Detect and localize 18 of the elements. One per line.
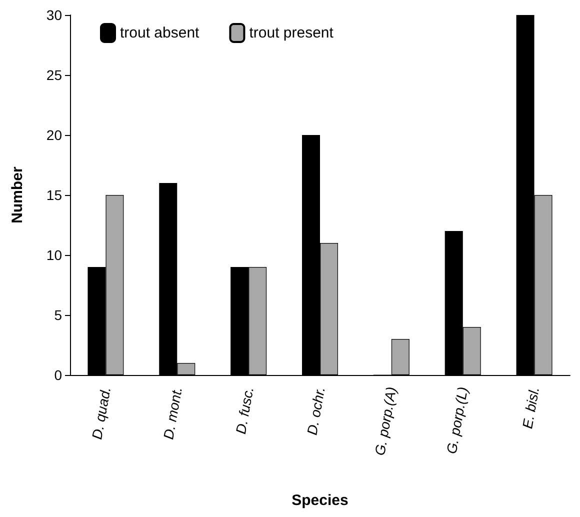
x-axis-title: Species [292, 492, 348, 509]
x-tick-label: G. porp.(L) [443, 386, 471, 456]
x-tick-label: G. porp.(A) [372, 386, 400, 457]
y-tick-label: 10 [46, 247, 62, 263]
x-tick-label: E. bisl. [519, 386, 542, 430]
y-tick-label: 15 [46, 187, 62, 203]
legend-label: trout present [249, 24, 334, 42]
y-tick-label: 30 [46, 7, 62, 23]
legend-label: trout absent [120, 24, 200, 42]
x-tick-label: D. ochr. [304, 386, 328, 436]
y-tick-label: 5 [54, 307, 62, 323]
x-tick-label: D. quad. [88, 386, 114, 441]
x-tick-label: D. fusc. [232, 386, 256, 436]
y-axis-title: Number [9, 166, 26, 224]
y-tick-label: 20 [46, 127, 62, 143]
y-tick-label: 0 [54, 367, 62, 383]
y-tick-label: 25 [46, 67, 62, 83]
x-tick-label: D. mont. [160, 386, 186, 440]
